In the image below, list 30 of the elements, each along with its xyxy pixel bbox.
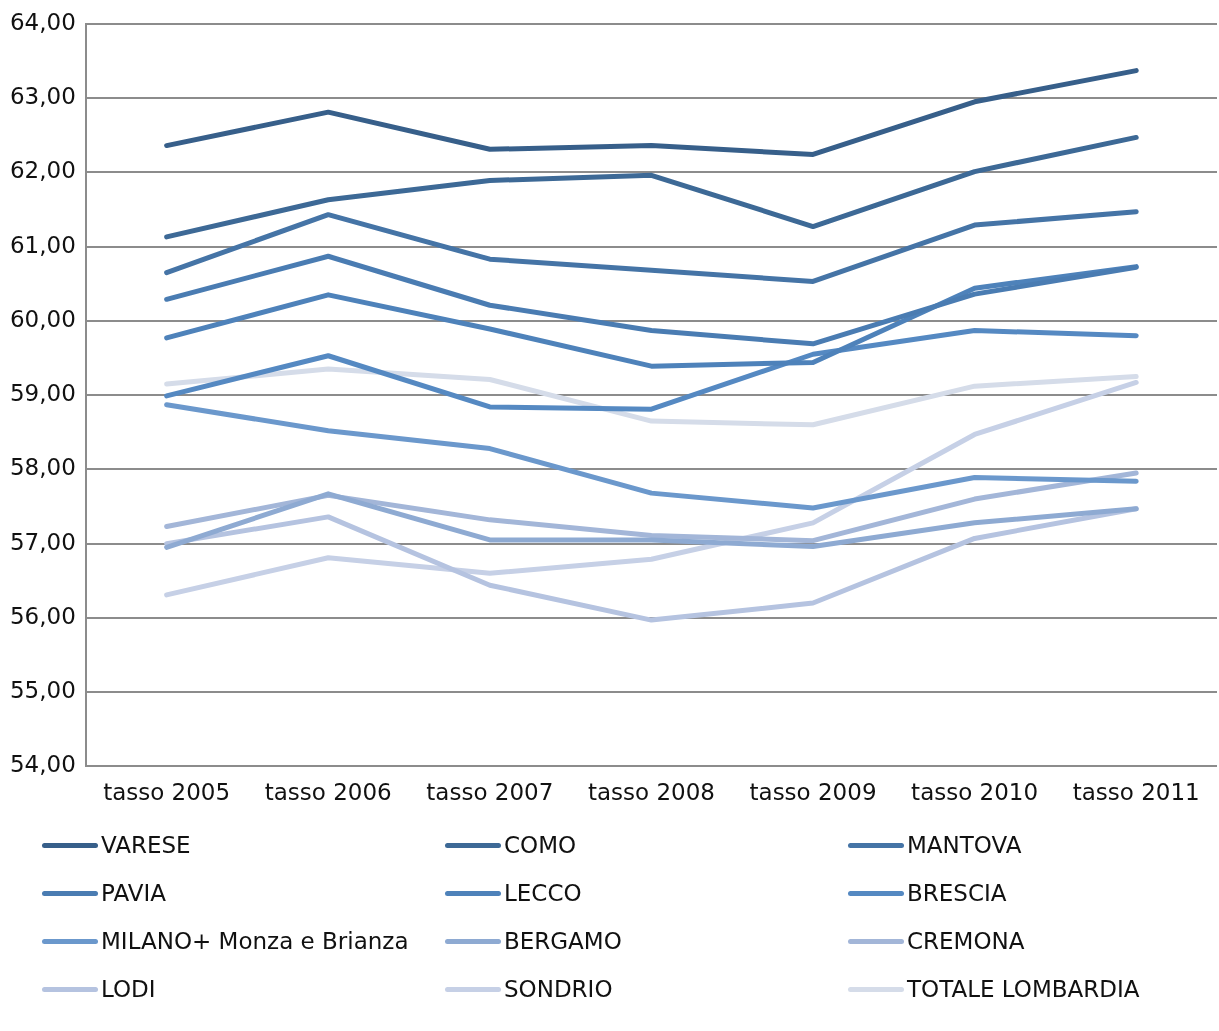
x-tick-label: tasso 2005 <box>103 779 231 806</box>
x-tick-label: tasso 2009 <box>749 779 877 806</box>
x-tick-label: tasso 2010 <box>911 779 1039 806</box>
legend-label: TOTALE LOMBARDIA <box>907 976 1140 1002</box>
y-tick-label: 55,00 <box>9 677 76 704</box>
y-tick-label: 61,00 <box>9 231 76 258</box>
legend-label: LECCO <box>504 880 582 906</box>
legend-label: COMO <box>504 832 577 858</box>
y-tick-label: 56,00 <box>9 602 76 629</box>
y-tick-label: 64,00 <box>9 8 76 35</box>
x-tick-label: tasso 2008 <box>587 779 715 806</box>
legend-label: MILANO+ Monza e Brianza <box>101 928 409 954</box>
legend-label: SONDRIO <box>504 976 613 1002</box>
legend-label: LODI <box>101 976 156 1002</box>
legend-label: MANTOVA <box>907 832 1022 858</box>
y-tick-label: 54,00 <box>9 751 76 778</box>
y-tick-label: 63,00 <box>9 83 76 110</box>
legend-label: BRESCIA <box>907 880 1007 906</box>
x-tick-label: tasso 2011 <box>1072 779 1200 806</box>
y-tick-label: 60,00 <box>9 305 76 332</box>
y-tick-label: 58,00 <box>9 454 76 481</box>
legend-label: PAVIA <box>101 880 166 906</box>
legend-label: VARESE <box>101 832 191 858</box>
y-tick-label: 59,00 <box>9 380 76 407</box>
y-tick-label: 62,00 <box>9 157 76 184</box>
legend-label: CREMONA <box>907 928 1025 954</box>
y-tick-label: 57,00 <box>9 528 76 555</box>
x-tick-label: tasso 2006 <box>264 779 392 806</box>
legend-label: BERGAMO <box>504 928 622 954</box>
x-tick-label: tasso 2007 <box>426 779 554 806</box>
